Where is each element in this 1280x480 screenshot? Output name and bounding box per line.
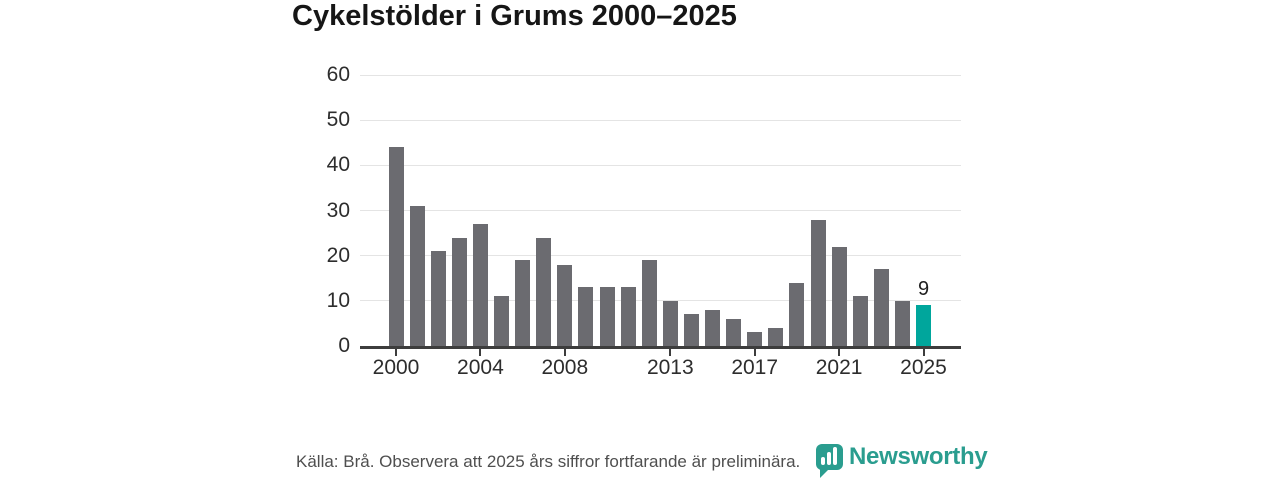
source-note: Källa: Brå. Observera att 2025 års siffr…	[296, 452, 801, 471]
bar-2002	[430, 251, 446, 346]
gridline-10	[360, 300, 961, 302]
logo-chart-bar-medium	[827, 452, 831, 465]
bar-2023	[873, 269, 889, 346]
bar-2008	[557, 264, 573, 346]
gridline-50	[360, 119, 961, 121]
y-tick-label-20: 20	[326, 243, 350, 267]
bar-2012	[641, 260, 657, 346]
newsworthy-logo-icon	[816, 444, 843, 470]
bar-2010	[599, 287, 615, 346]
gridline-30	[360, 210, 961, 211]
bar-2011	[620, 287, 636, 346]
bar-2007	[536, 237, 552, 346]
y-tick-label-40: 40	[326, 153, 350, 177]
bar-2020	[810, 219, 826, 346]
bar-2022	[852, 296, 868, 346]
x-tick-2025	[922, 349, 925, 356]
bar-2014	[683, 314, 699, 346]
x-tick-2017	[753, 349, 756, 356]
x-tick-2021	[838, 349, 841, 356]
gridline-60	[360, 74, 961, 76]
logo-chart-bar-tall	[833, 447, 837, 465]
bar-2025	[916, 305, 931, 346]
logo-chart-bar-small	[821, 457, 825, 465]
bar-2018	[768, 327, 784, 346]
bar-2009	[578, 287, 594, 346]
y-tick-label-10: 10	[326, 288, 350, 312]
y-tick-label-30: 30	[326, 198, 350, 222]
logo-bubble-tail-icon	[820, 469, 829, 478]
plot-area	[360, 74, 961, 349]
y-tick-label-50: 50	[326, 108, 350, 132]
bar-2004	[472, 224, 488, 346]
bar-2024	[894, 300, 910, 346]
x-tick-2008	[563, 349, 566, 356]
x-tick-2004	[479, 349, 482, 356]
x-tick-label-2013: 2013	[646, 356, 694, 379]
gridline-20	[360, 255, 961, 257]
bar-2000	[388, 147, 404, 346]
x-tick-label-2008: 2008	[541, 356, 589, 379]
bar-2015	[705, 309, 720, 346]
x-tick-2013	[669, 349, 672, 356]
bar-2017	[747, 332, 763, 346]
chart-title: Cykelstölder i Grums 2000–2025	[292, 0, 737, 32]
x-tick-2000	[395, 349, 397, 356]
x-tick-label-2021: 2021	[815, 356, 863, 379]
y-tick-label-0: 0	[338, 334, 350, 357]
bar-2001	[409, 205, 425, 346]
newsworthy-logo-text: Newsworthy	[849, 443, 988, 470]
bar-2003	[451, 237, 467, 346]
bar-2005	[494, 296, 509, 346]
bar-2016	[726, 318, 742, 346]
x-tick-label-2000: 2000	[372, 356, 420, 379]
value-label-2025: 9	[917, 278, 930, 301]
gridline-40	[360, 164, 961, 166]
bar-2019	[789, 282, 805, 346]
y-tick-label-60: 60	[326, 63, 350, 86]
bar-2006	[515, 260, 531, 346]
x-tick-label-2004: 2004	[457, 356, 504, 379]
x-tick-label-2025: 2025	[900, 356, 947, 379]
x-tick-label-2017: 2017	[731, 356, 779, 379]
bar-2013	[662, 300, 678, 346]
bar-2021	[831, 246, 847, 346]
